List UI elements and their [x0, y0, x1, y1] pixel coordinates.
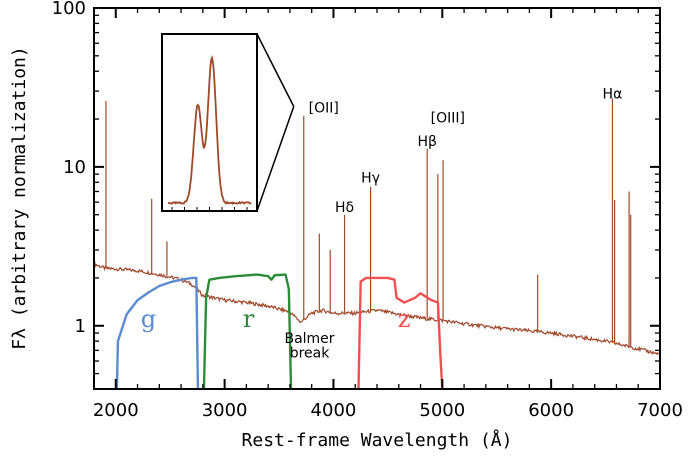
annotation-h-: Hδ	[335, 200, 354, 216]
filter-g-curve	[115, 276, 200, 390]
x-axis-ticks: 2000 3000 4000 5000 6000 7000	[93, 8, 683, 421]
y-axis-ticks: 1 10 100	[52, 0, 660, 390]
annotation--oiii-: [OIII]	[431, 111, 465, 127]
spectrum-continuum	[93, 260, 661, 356]
inset-layer	[161, 33, 295, 212]
x-tick-label: 7000	[637, 400, 683, 421]
annotation-h-: Hα	[603, 86, 623, 102]
inset-doublet-curve	[167, 54, 252, 206]
inset-frame	[161, 33, 258, 212]
x-tick-label: 4000	[311, 400, 357, 421]
y-tick-label: 10	[63, 157, 86, 178]
filter-r-curve	[202, 273, 293, 390]
y-tick-label: 1	[75, 316, 86, 337]
x-tick-label: 3000	[202, 400, 248, 421]
x-tick-label: 6000	[528, 400, 574, 421]
inset-connector-bottom	[256, 106, 295, 212]
x-tick-label: 2000	[93, 400, 139, 421]
y-axis-label: Fλ (arbitrary normalization)	[9, 46, 30, 349]
annotation-h-: Hβ	[417, 134, 436, 150]
annotation--oii-: [OII]	[309, 100, 339, 116]
filter-r-label: r	[243, 305, 255, 333]
x-tick-label: 5000	[419, 400, 465, 421]
inset-connector-top	[256, 33, 295, 107]
filter-z-curve	[357, 276, 444, 390]
x-axis-label: Rest-frame Wavelength (Å)	[242, 429, 513, 451]
annotation-balmer: Balmer	[284, 331, 334, 347]
filter-g-label: g	[141, 305, 156, 333]
spectrum-layer	[93, 98, 661, 356]
filter-z-label: z	[398, 305, 411, 333]
y-tick-label: 100	[52, 0, 86, 19]
annotation-h-: Hγ	[361, 170, 380, 186]
annotation-break: break	[290, 346, 331, 362]
